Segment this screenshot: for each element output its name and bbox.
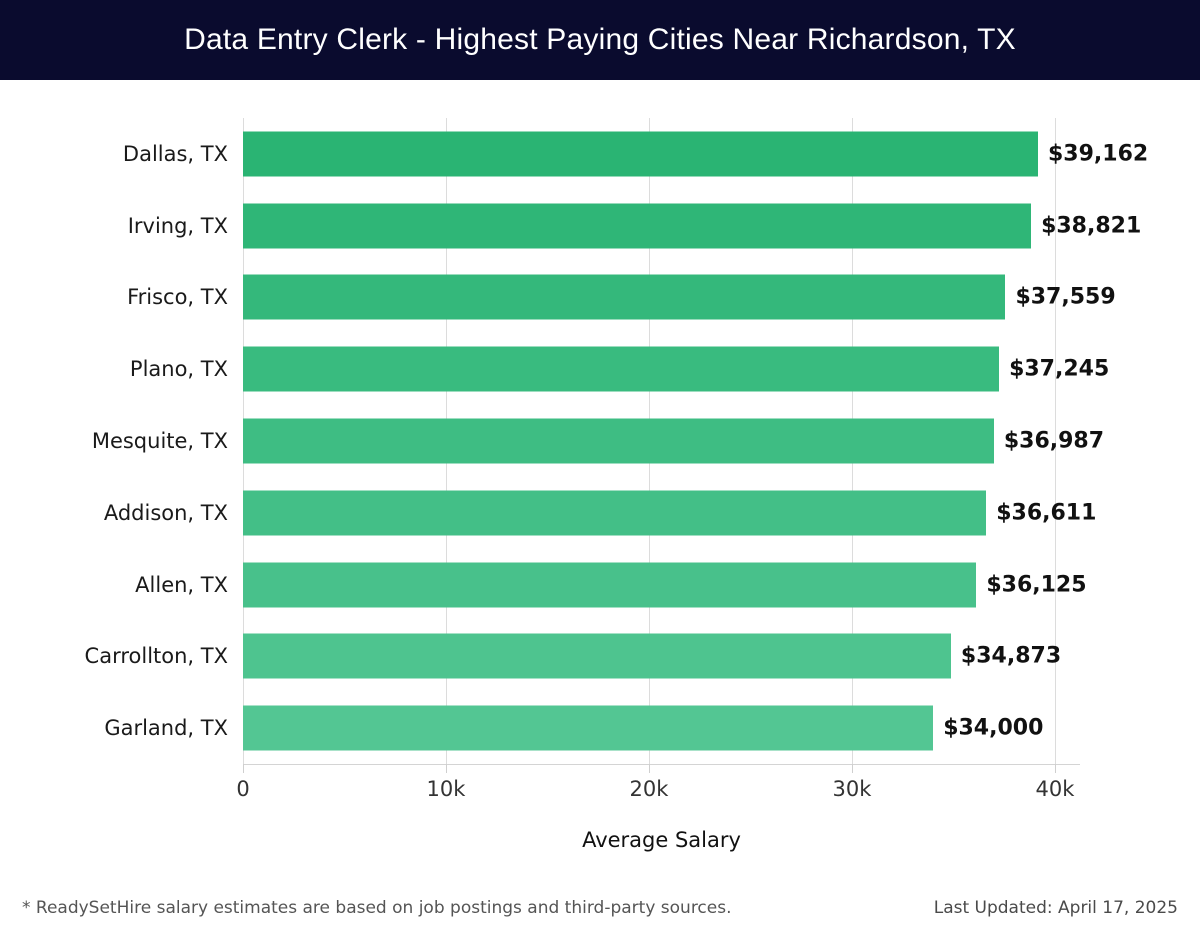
category-label: Carrollton, TX [84, 644, 228, 669]
value-label: $37,559 [1015, 284, 1116, 310]
source-note: * ReadySetHire salary estimates are base… [22, 898, 732, 918]
bar [243, 131, 1038, 177]
bar-row: Addison, TX $36,611 [0, 477, 1200, 549]
x-tick-label: 30k [832, 777, 872, 801]
footer: * ReadySetHire salary estimates are base… [0, 898, 1200, 928]
x-tick-label: 40k [1035, 777, 1075, 801]
tick-mark [243, 764, 244, 773]
value-label: $36,987 [1003, 428, 1105, 454]
value-label: $36,611 [996, 500, 1097, 526]
x-axis-title: Average Salary [582, 828, 741, 852]
gridline [1055, 118, 1056, 764]
category-label: Allen, TX [135, 572, 228, 597]
x-tick-label: 0 [236, 777, 250, 801]
bar [243, 562, 977, 608]
category-label: Mesquite, TX [91, 428, 228, 453]
category-label: Garland, TX [104, 716, 228, 741]
value-label: $36,125 [986, 572, 1087, 598]
bar [243, 490, 987, 536]
x-tick-label: 20k [629, 777, 669, 801]
category-label: Frisco, TX [127, 285, 228, 310]
bar-row: Garland, TX $34,000 [0, 692, 1200, 764]
bar-row: Carrollton, TX $34,873 [0, 620, 1200, 692]
tick-mark [649, 764, 650, 773]
bar [243, 705, 934, 751]
bar [243, 203, 1032, 249]
category-label: Addison, TX [103, 500, 228, 525]
title-bar: Data Entry Clerk - Highest Paying Cities… [0, 0, 1200, 80]
value-label: $34,000 [943, 715, 1044, 741]
value-label: $38,821 [1041, 213, 1142, 239]
x-axis-line [243, 764, 1080, 765]
category-label: Irving, TX [127, 213, 228, 238]
bar-row: Irving, TX $38,821 [0, 190, 1200, 262]
tick-mark [1055, 764, 1056, 773]
value-label: $39,162 [1047, 141, 1149, 167]
tick-mark [446, 764, 447, 773]
bar-row: Mesquite, TX $36,987 [0, 405, 1200, 477]
value-label: $37,245 [1009, 356, 1110, 382]
bar-row: Dallas, TX $39,162 [0, 118, 1200, 190]
bar [243, 418, 994, 464]
bar [243, 274, 1006, 320]
x-tick-label: 10k [426, 777, 466, 801]
bar [243, 346, 1000, 392]
last-updated: Last Updated: April 17, 2025 [933, 898, 1178, 918]
chart-title: Data Entry Clerk - Highest Paying Cities… [184, 23, 1016, 56]
bar-row: Allen, TX $36,125 [0, 549, 1200, 621]
bar-row: Plano, TX $37,245 [0, 333, 1200, 405]
category-label: Plano, TX [129, 357, 228, 382]
tick-mark [852, 764, 853, 773]
bar-chart: Dallas, TX $39,162 Irving, TX $38,821 Frisco… [0, 80, 1200, 870]
bar-row: Frisco, TX $37,559 [0, 262, 1200, 334]
value-label: $34,873 [960, 643, 1062, 669]
category-label: Dallas, TX [122, 141, 228, 166]
bar [243, 633, 951, 679]
